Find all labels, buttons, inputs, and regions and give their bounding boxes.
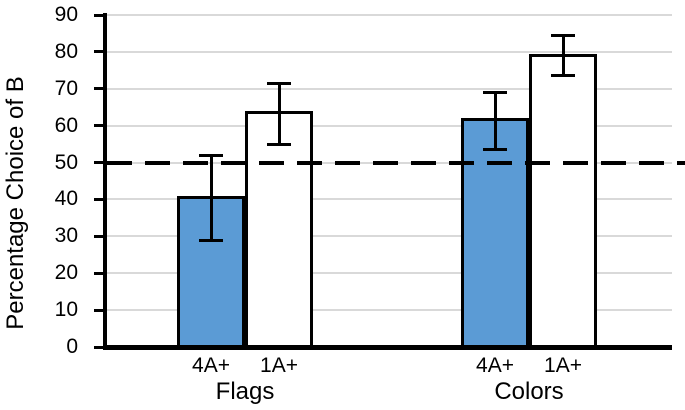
error-bar-flags-1aplus-line [277,83,281,145]
y-tick-label: 60 [54,113,78,137]
x-tick-label-flags-4aplus: 4A+ [192,354,230,377]
y-tick [94,308,107,312]
error-bar-colors-1aplus-cap-top [551,33,575,37]
gridline [107,124,672,127]
y-tick-label: 30 [54,224,78,248]
gridline [107,309,672,312]
error-bar-flags-1aplus-cap-bottom [267,142,291,146]
y-tick-label: 0 [66,335,78,358]
y-tick [94,50,107,54]
y-tick-label: 80 [54,39,78,63]
error-bar-flags-4aplus-line [209,155,213,241]
y-tick [94,124,107,128]
y-tick [94,197,107,201]
error-bar-flags-1aplus-cap-top [267,81,291,85]
y-axis-line [103,13,107,350]
y-tick-label: 70 [54,76,78,100]
bar-flags-1aplus [245,110,313,349]
gridline [107,272,672,275]
error-bar-colors-4aplus-cap-top [483,90,507,94]
y-tick [94,87,107,91]
error-bar-flags-4aplus-cap-bottom [199,238,223,242]
group-label-flags: Flags [215,378,275,405]
y-tick [94,161,107,165]
y-tick [94,234,107,238]
error-bar-colors-1aplus-line [561,35,565,76]
x-tick-label-flags-1aplus: 1A+ [260,354,298,377]
gridline [107,14,672,16]
y-tick-label: 40 [54,187,78,211]
y-tick-label: 10 [54,298,78,322]
y-tick-label: 50 [54,150,78,174]
error-bar-colors-4aplus-cap-bottom [483,148,507,152]
y-tick-label: 90 [54,3,78,26]
x-tick-label-colors-4aplus: 4A+ [476,354,514,377]
error-bar-flags-4aplus-cap-top [199,153,223,157]
gridline [107,235,672,238]
reference-dashed-line [107,160,685,165]
bar-colors-4aplus [461,118,529,349]
gridline [107,50,672,53]
gridline [107,198,672,201]
gridline [107,87,672,90]
y-tick [94,13,107,17]
x-axis-line [103,344,672,350]
y-tick [94,271,107,275]
group-label-colors: Colors [494,378,564,405]
bar-colors-1aplus [529,53,597,349]
y-tick-label: 20 [54,261,78,285]
error-bar-colors-1aplus-cap-bottom [551,74,575,78]
y-tick [94,345,107,349]
x-tick-label-colors-1aplus: 1A+ [544,354,582,377]
error-bar-colors-4aplus-line [493,92,497,150]
